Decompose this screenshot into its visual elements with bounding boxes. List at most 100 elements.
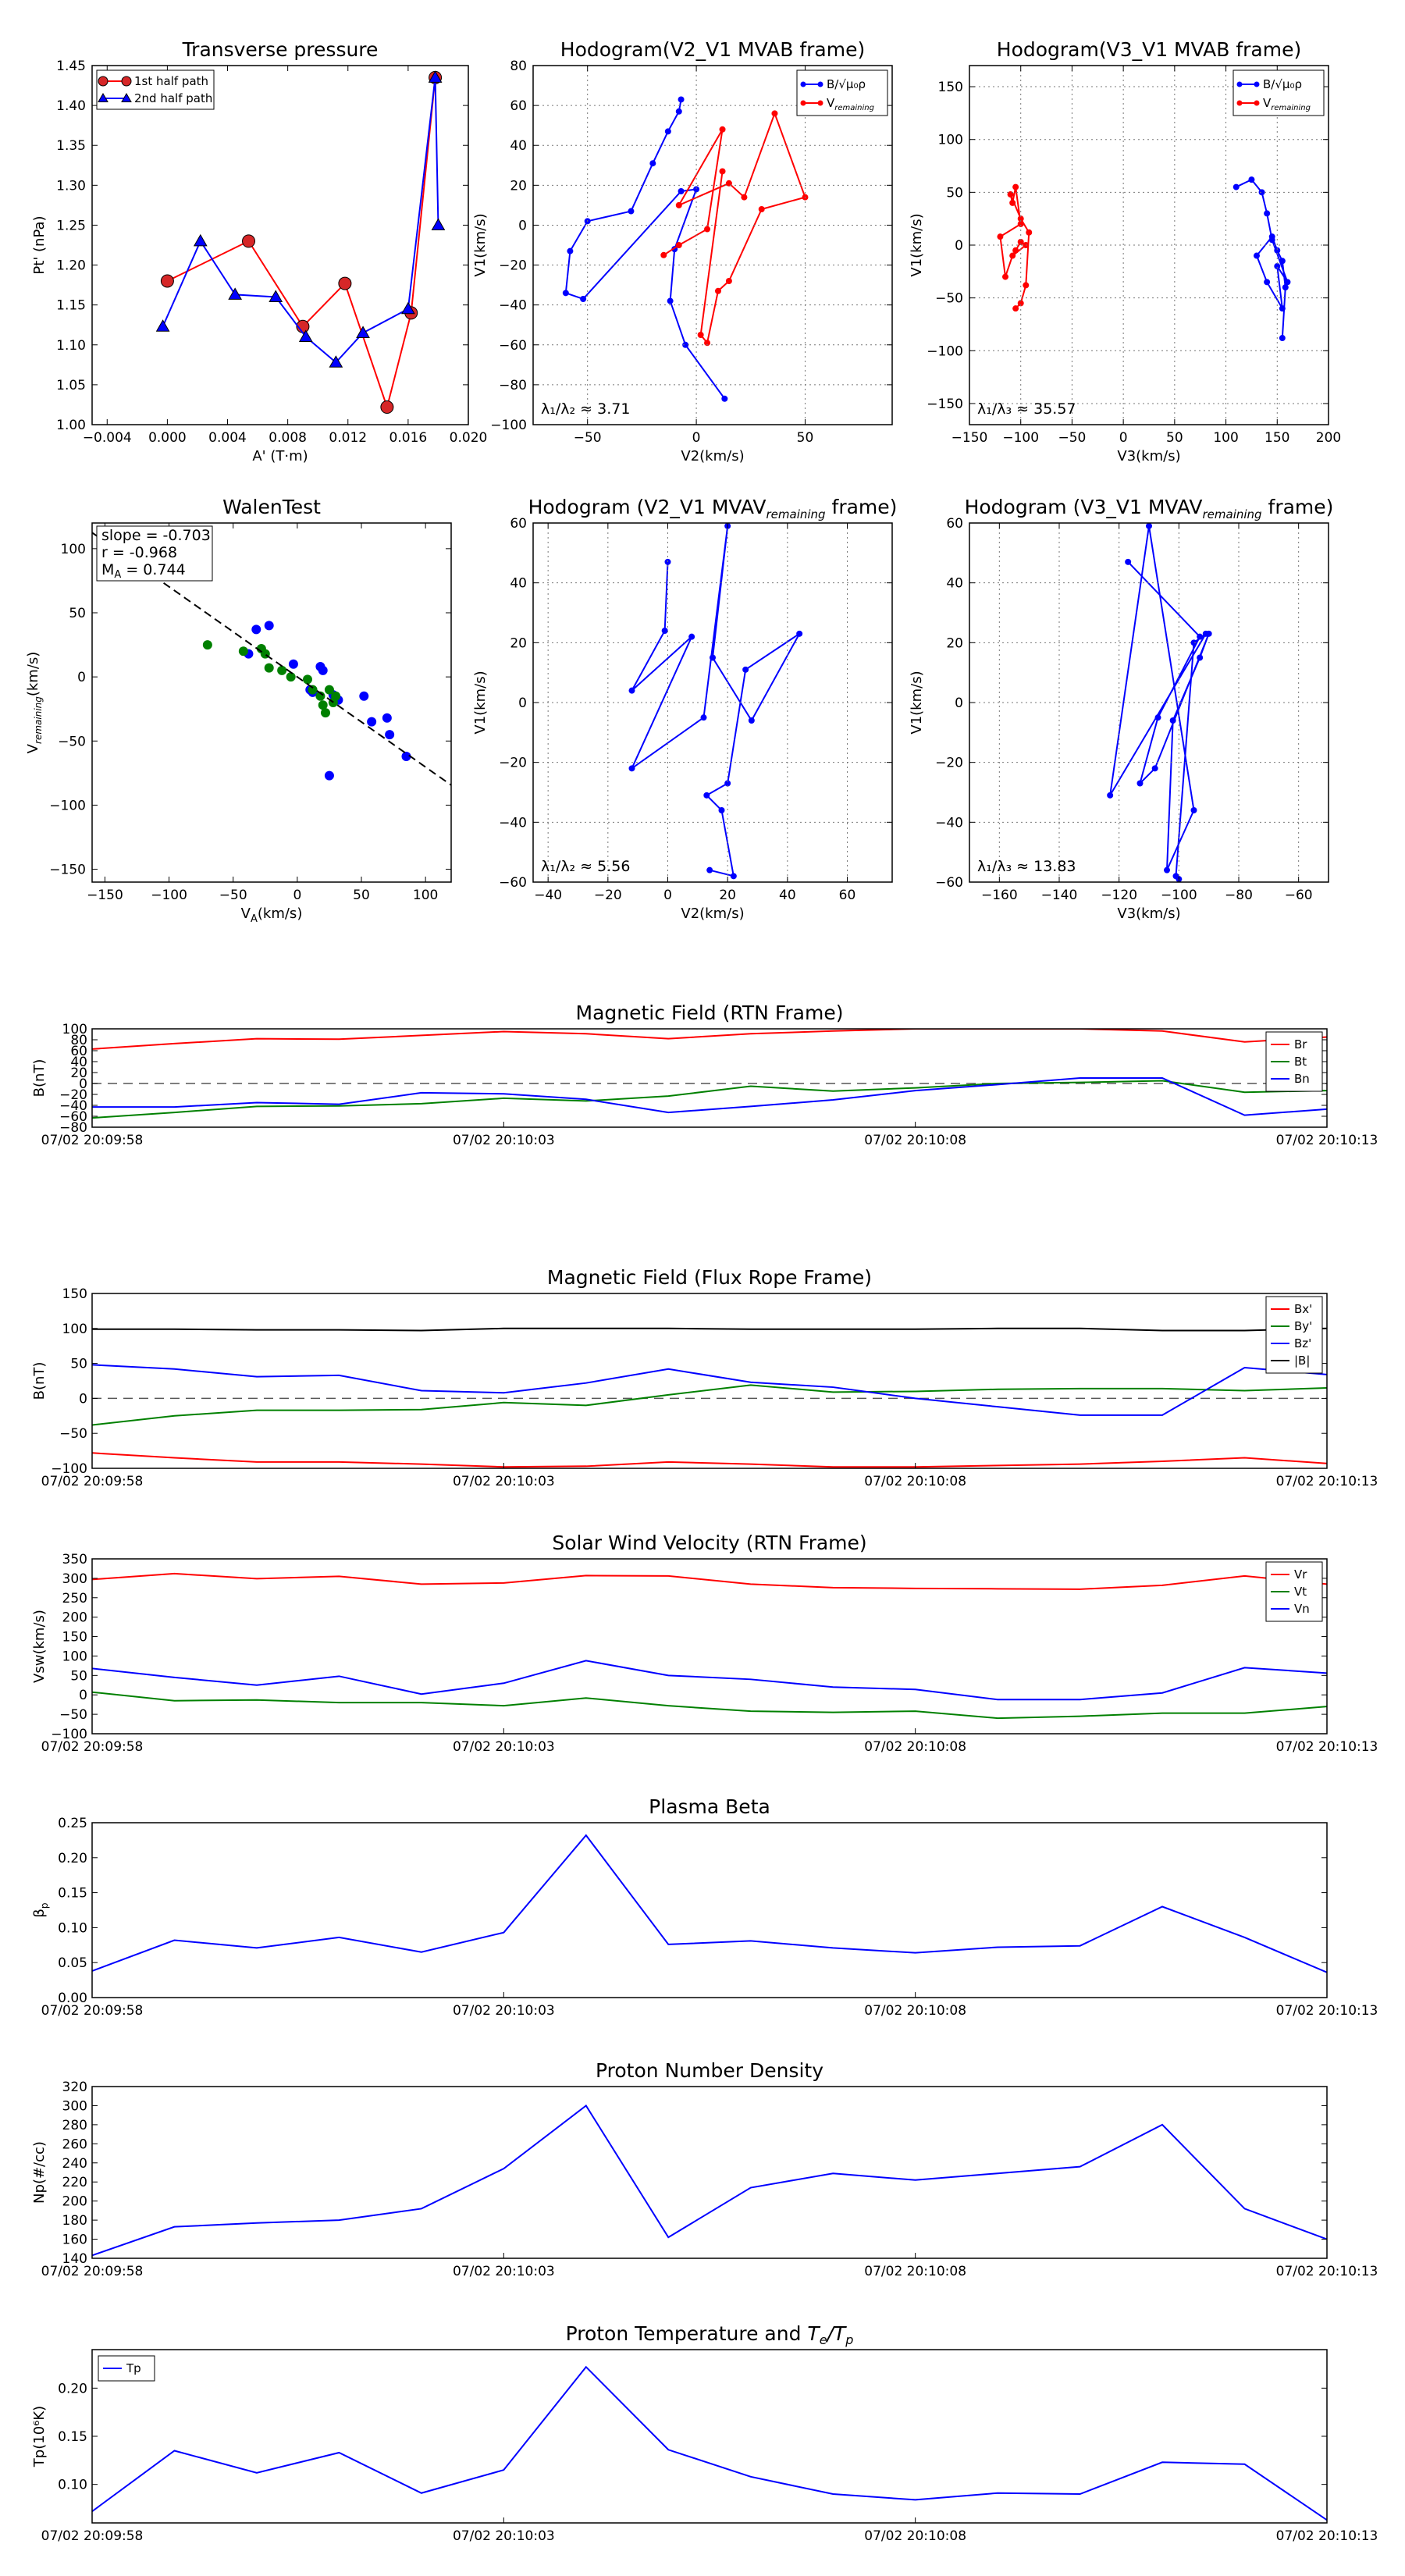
h2-title: Hodogram(V3_V1 MVAB frame) xyxy=(997,38,1301,61)
h1-legend-marker xyxy=(818,82,823,87)
bfield-legend-label: Bt xyxy=(1294,1055,1307,1069)
h3-point xyxy=(629,688,635,694)
density-ytick-label: 300 xyxy=(62,2098,87,2114)
h1-point xyxy=(563,290,569,296)
h1-chart: Hodogram(V2_V1 MVAB frame)−50 0 50−100−80−… xyxy=(472,38,892,464)
walen-xlabel: VA(km/s) xyxy=(241,906,303,925)
beta-ylabel: βp xyxy=(31,1902,50,1917)
tp-xlabel: A' (T·m) xyxy=(252,448,308,464)
h4-ytick-label: 60 xyxy=(946,516,963,532)
temp-title-p: p xyxy=(845,2332,853,2347)
h4-plot xyxy=(1107,523,1212,882)
h4-ytick-label: 0 xyxy=(955,696,963,711)
h2-ylabel: V1(km/s) xyxy=(909,213,925,276)
velocity-series-Vr-line xyxy=(92,1574,1327,1589)
density-ylabel: Np(#/cc) xyxy=(31,2141,48,2204)
beta-series-beta-line xyxy=(92,1835,1327,1973)
fluxrope-xtick-label: 07/02 20:10:03 xyxy=(453,1474,555,1489)
h3-title-sub: remaining xyxy=(767,507,826,521)
h2-xtick-label: 100 xyxy=(1213,430,1238,446)
tp-point xyxy=(432,219,444,229)
fluxrope-title: Magnetic Field (Flux Rope Frame) xyxy=(547,1266,872,1289)
h3-point xyxy=(662,628,668,634)
tp-point xyxy=(157,320,169,331)
tp-point xyxy=(357,326,369,337)
density-xtick-label: 07/02 20:09:58 xyxy=(41,2264,144,2279)
density-ytick-label: 200 xyxy=(62,2194,87,2210)
temp-xtick-label: 07/02 20:10:03 xyxy=(453,2528,555,2544)
h1-point xyxy=(721,396,727,402)
h2-ytick-label: 100 xyxy=(938,133,963,148)
velocity-xtick-label: 07/02 20:10:08 xyxy=(864,1739,966,1755)
walen-point xyxy=(265,664,274,673)
h2-xtick-label: 200 xyxy=(1316,430,1341,446)
bfield-ylabel: B(nT) xyxy=(31,1059,48,1098)
velocity-series-Vn-line xyxy=(92,1660,1327,1699)
walen-ytick-label: −150 xyxy=(49,863,86,878)
h3-point xyxy=(629,765,635,771)
h3-point xyxy=(706,867,713,873)
h1-ytick-label: 60 xyxy=(510,98,527,114)
fluxrope-legend-label: Bz' xyxy=(1294,1336,1311,1350)
bfield-legend: BrBtBn xyxy=(1266,1032,1322,1091)
h2-point xyxy=(1002,274,1008,280)
beta-frame xyxy=(92,1823,1327,1998)
walen-xlabel-sub: A xyxy=(251,913,258,925)
h4-point xyxy=(1170,717,1176,724)
walen-point xyxy=(331,692,340,701)
tp-ytick-label: 1.40 xyxy=(56,98,86,114)
walen-fit-text: slope = -0.703 xyxy=(101,527,211,544)
tp-series-1-line xyxy=(163,77,439,362)
h2-point xyxy=(1233,184,1240,190)
h4-point xyxy=(1137,781,1144,787)
density-xtick-label: 07/02 20:10:08 xyxy=(864,2264,966,2279)
velocity-series-Vt-line xyxy=(92,1692,1327,1718)
h2-legend-label: B/√μ₀ρ xyxy=(1263,77,1302,91)
walen-point xyxy=(289,660,298,669)
h1-point xyxy=(678,96,685,102)
bfield-legend-label: Bn xyxy=(1294,1072,1310,1086)
fluxrope-series-Bx-line xyxy=(92,1453,1327,1467)
h2-point xyxy=(1012,184,1019,190)
fluxrope-xtick-label: 07/02 20:10:13 xyxy=(1276,1474,1378,1489)
beta-ylabel-sub: p xyxy=(39,1902,50,1909)
tp-point xyxy=(339,277,351,290)
h1-point xyxy=(580,296,586,302)
walen-point xyxy=(367,717,376,727)
h4-title-rest: frame) xyxy=(1262,496,1334,518)
tp-xtick-label: 0.004 xyxy=(208,430,247,446)
h4-ytick-label: 40 xyxy=(946,576,963,592)
h2-legend-marker xyxy=(1237,82,1243,87)
h1-xtick-label: 0 xyxy=(692,430,701,446)
fluxrope-plot xyxy=(92,1329,1327,1467)
h4-point xyxy=(1191,639,1197,646)
h1-plot xyxy=(563,96,809,401)
h3-title-rest: frame) xyxy=(826,496,898,518)
h1-xtick-label: −50 xyxy=(574,430,602,446)
h1-point xyxy=(676,242,682,248)
h3-ytick-label: 20 xyxy=(510,635,527,651)
tp-ytick-label: 1.30 xyxy=(56,178,86,194)
tp-legend: 1st half path 2nd half path xyxy=(97,70,214,109)
bfield-xtick-label: 07/02 20:10:13 xyxy=(1276,1133,1378,1148)
velocity-plot xyxy=(92,1574,1327,1718)
h3-point xyxy=(701,714,707,720)
tp-ytick-label: 1.20 xyxy=(56,258,86,274)
h3-annotation: λ₁/λ₂ ≈ 5.56 xyxy=(541,858,630,875)
walen-point xyxy=(308,685,318,695)
h1-legend-marker xyxy=(801,101,806,106)
h1-point xyxy=(676,202,682,208)
temp-title-e: e xyxy=(820,2332,827,2347)
h2-ytick-label: −100 xyxy=(927,343,963,359)
velocity-ytick-label: 350 xyxy=(62,1552,87,1567)
density-ytick-label: 260 xyxy=(62,2137,87,2152)
h1-point xyxy=(676,109,682,115)
beta-xtick-label: 07/02 20:10:13 xyxy=(1276,2003,1378,2019)
tp-point xyxy=(243,235,255,247)
h1-point xyxy=(726,278,732,284)
h2-point xyxy=(1023,282,1029,288)
walen-xtick-label: 0 xyxy=(293,888,301,903)
density-frame xyxy=(92,2087,1327,2258)
fluxrope-ytick-label: 50 xyxy=(70,1357,87,1372)
